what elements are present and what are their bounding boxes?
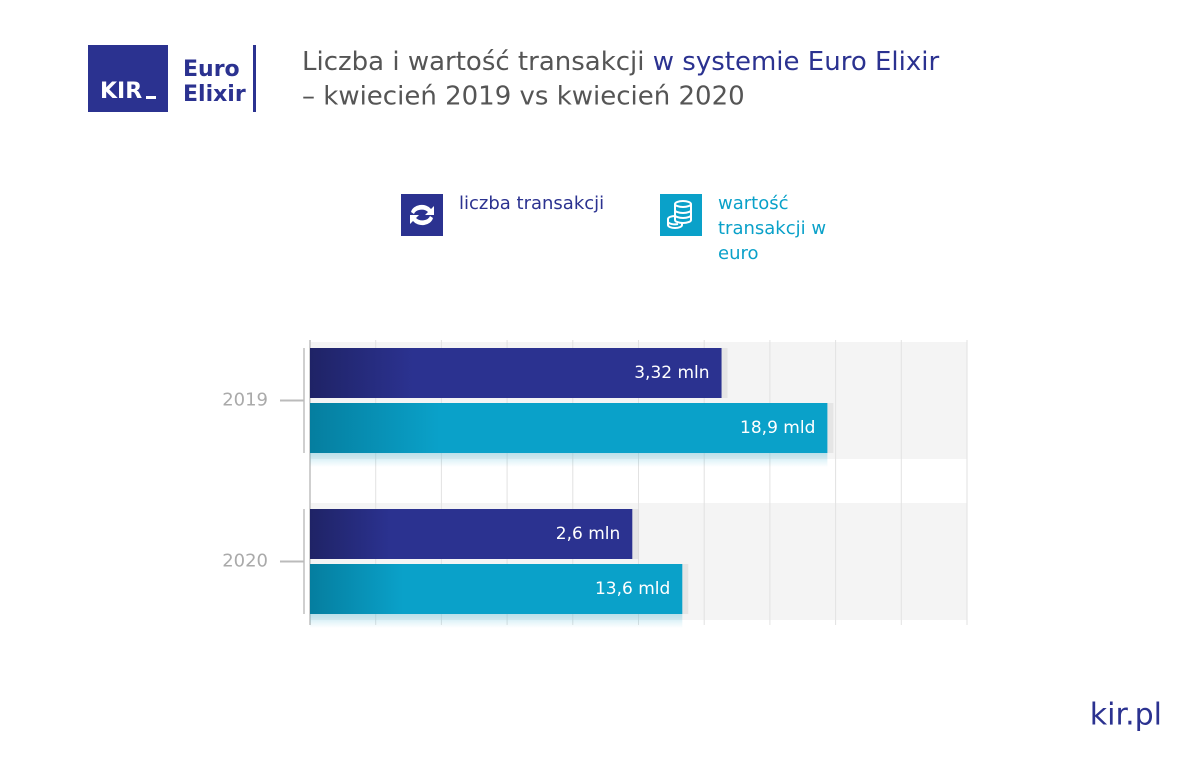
bar (310, 403, 828, 453)
legend-icon-glyph (667, 200, 692, 229)
chart-title: Liczba i wartość transakcji w systemie E… (302, 47, 939, 77)
bar (310, 509, 633, 559)
bar-reflection (310, 453, 828, 467)
footer-link: kir.pl (1090, 698, 1162, 733)
logo-text: Euro (183, 57, 240, 82)
logo-dash (146, 96, 156, 99)
logo-box (88, 45, 168, 112)
logo-mark: KIR (100, 79, 142, 104)
divider (253, 45, 256, 112)
value-label: 2,6 mln (556, 524, 621, 544)
title-part: w systemie Euro Elixir (653, 47, 940, 77)
bar-reflection (310, 614, 683, 628)
y-tick-label: 2019 (222, 390, 268, 411)
bar (310, 348, 722, 398)
value-label: 3,32 mln (634, 363, 709, 383)
legend-label: liczba transakcji (459, 193, 605, 214)
value-label: 18,9 mld (740, 418, 815, 438)
legend-icon (401, 194, 443, 236)
bar (310, 564, 683, 614)
y-tick-label: 2020 (222, 551, 268, 572)
legend-icon-glyph (410, 204, 434, 226)
chart-subtitle: – kwiecień 2019 vs kwiecień 2020 (302, 82, 745, 112)
logo-text: Elixir (183, 82, 246, 107)
value-label: 13,6 mld (595, 579, 670, 599)
legend-label: wartość transakcji w euro (718, 193, 827, 264)
title-part: Liczba i wartość transakcji (302, 47, 645, 77)
